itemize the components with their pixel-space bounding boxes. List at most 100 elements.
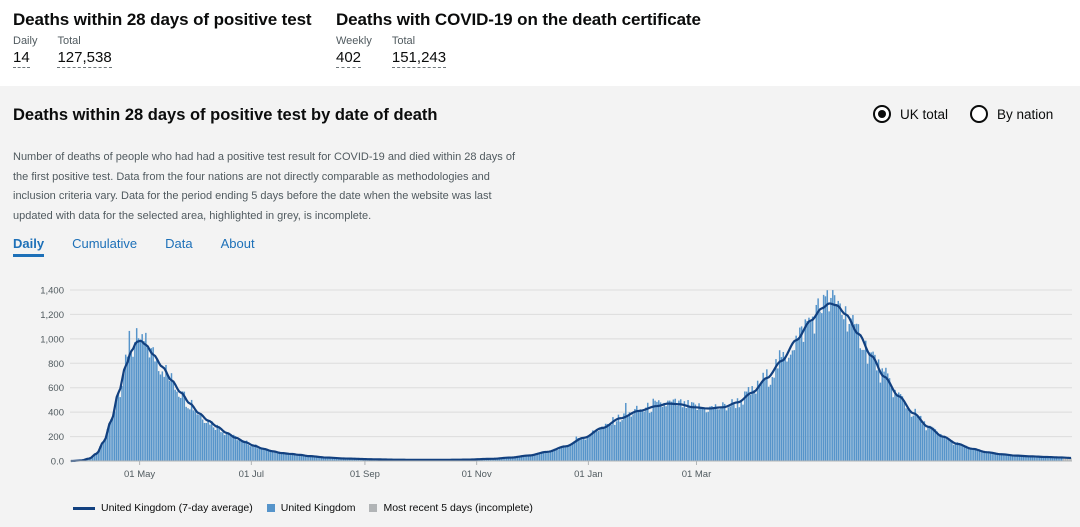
bar	[575, 436, 578, 461]
bar	[654, 400, 656, 461]
bar	[159, 374, 162, 461]
tab-data[interactable]: Data	[165, 236, 193, 251]
bar	[886, 373, 889, 461]
bar	[1035, 456, 1037, 461]
bar	[286, 453, 288, 461]
headline-value[interactable]: 127,538	[57, 49, 112, 68]
bar	[914, 408, 916, 461]
bar	[958, 443, 960, 461]
bar	[533, 455, 535, 461]
bar	[830, 297, 832, 461]
bar	[643, 411, 645, 461]
bar	[628, 412, 631, 461]
bar	[1015, 455, 1017, 461]
bar	[148, 357, 151, 461]
bar	[509, 457, 512, 461]
bar	[165, 364, 167, 461]
legend-item-incomplete[interactable]: Most recent 5 days (incomplete)	[369, 502, 533, 514]
headline-value[interactable]: 402	[336, 49, 362, 68]
bar	[93, 453, 96, 461]
bar	[251, 445, 253, 461]
radio-by-nation[interactable]: By nation	[970, 105, 1053, 123]
headline-value[interactable]: 151,243	[391, 49, 447, 68]
legend-item-bars[interactable]: United Kingdom	[266, 502, 355, 514]
bar	[581, 439, 583, 461]
bar	[496, 458, 499, 461]
bar	[663, 402, 665, 461]
bar	[207, 419, 209, 461]
bar	[330, 457, 332, 461]
bar	[513, 457, 515, 461]
chart-legend: United Kingdom (7-day average) United Ki…	[73, 502, 533, 514]
bar	[500, 458, 502, 461]
tab-cumulative[interactable]: Cumulative	[72, 236, 138, 251]
bar	[839, 303, 841, 461]
bar	[855, 323, 858, 461]
bar	[113, 411, 116, 461]
bar	[178, 396, 180, 461]
bar	[119, 397, 121, 461]
bar	[775, 359, 777, 461]
bar	[615, 421, 618, 461]
bar	[179, 398, 182, 461]
legend-item-average[interactable]: United Kingdom (7-day average)	[73, 502, 253, 514]
bar	[659, 402, 662, 461]
y-tick-label: 1,200	[40, 310, 64, 321]
radio-checked-icon[interactable]	[873, 105, 891, 123]
bar	[535, 453, 537, 461]
radio-uk-total[interactable]: UK total	[873, 105, 948, 123]
bar	[667, 400, 669, 461]
radio-unchecked-icon[interactable]	[970, 105, 988, 123]
bar	[597, 431, 600, 461]
bar	[689, 406, 691, 461]
bar	[157, 371, 160, 461]
bar	[1053, 457, 1056, 461]
bar	[817, 298, 819, 461]
tab-daily[interactable]: Daily	[13, 236, 45, 257]
tab-about[interactable]: About	[220, 236, 255, 251]
bar	[648, 412, 651, 461]
bar	[242, 440, 244, 461]
bar	[309, 455, 312, 461]
bar	[604, 423, 607, 461]
bar	[271, 451, 273, 461]
bar	[562, 446, 565, 461]
bar	[538, 452, 541, 461]
bar	[1057, 457, 1059, 461]
deaths-chart[interactable]: 0.0 200 400 600 800 1,000 1,200 1,400 01 May 01 J…	[0, 278, 1080, 483]
bar	[531, 454, 534, 461]
bar	[973, 448, 975, 461]
bar	[974, 448, 977, 461]
bar	[850, 318, 852, 461]
bar	[1026, 456, 1028, 461]
bar	[91, 456, 94, 461]
bar	[634, 408, 636, 461]
bar	[656, 401, 658, 461]
bar	[976, 450, 979, 461]
bar	[518, 456, 521, 461]
bar	[331, 457, 334, 461]
bar	[875, 370, 878, 461]
bar	[200, 414, 202, 461]
headline-value[interactable]: 14	[13, 49, 30, 68]
bar	[784, 356, 786, 461]
headline-deaths-28-days: Deaths within 28 days of positive test D…	[13, 10, 312, 68]
bar	[557, 449, 559, 461]
bar	[639, 409, 642, 461]
bar	[304, 455, 306, 461]
bar	[722, 402, 724, 461]
bar	[619, 421, 622, 461]
bar	[786, 361, 788, 461]
bar	[837, 300, 840, 461]
bar	[194, 411, 197, 461]
bar	[489, 458, 491, 461]
bar	[568, 445, 570, 461]
bar	[1066, 457, 1068, 461]
bar	[844, 306, 847, 461]
bar	[938, 435, 940, 461]
bar	[854, 324, 856, 461]
bar	[731, 399, 733, 461]
y-tick-label: 1,400	[40, 286, 64, 297]
bar	[189, 409, 191, 461]
bar	[1061, 457, 1063, 461]
